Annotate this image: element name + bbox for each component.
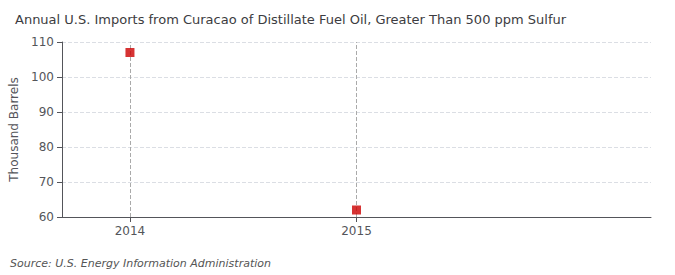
svg-text:2014: 2014 [115, 224, 146, 238]
svg-text:70: 70 [39, 175, 54, 189]
svg-text:90: 90 [39, 105, 54, 119]
svg-text:60: 60 [39, 210, 54, 224]
svg-text:100: 100 [31, 70, 54, 84]
svg-text:Source: U.S. Energy Informatio: Source: U.S. Energy Information Administ… [10, 257, 271, 270]
svg-text:Thousand Barrels: Thousand Barrels [7, 77, 21, 182]
svg-text:110: 110 [31, 35, 54, 49]
svg-text:Annual U.S. Imports from Curac: Annual U.S. Imports from Curacao of Dist… [15, 12, 567, 27]
svg-text:2015: 2015 [341, 224, 372, 238]
svg-text:80: 80 [39, 140, 54, 154]
